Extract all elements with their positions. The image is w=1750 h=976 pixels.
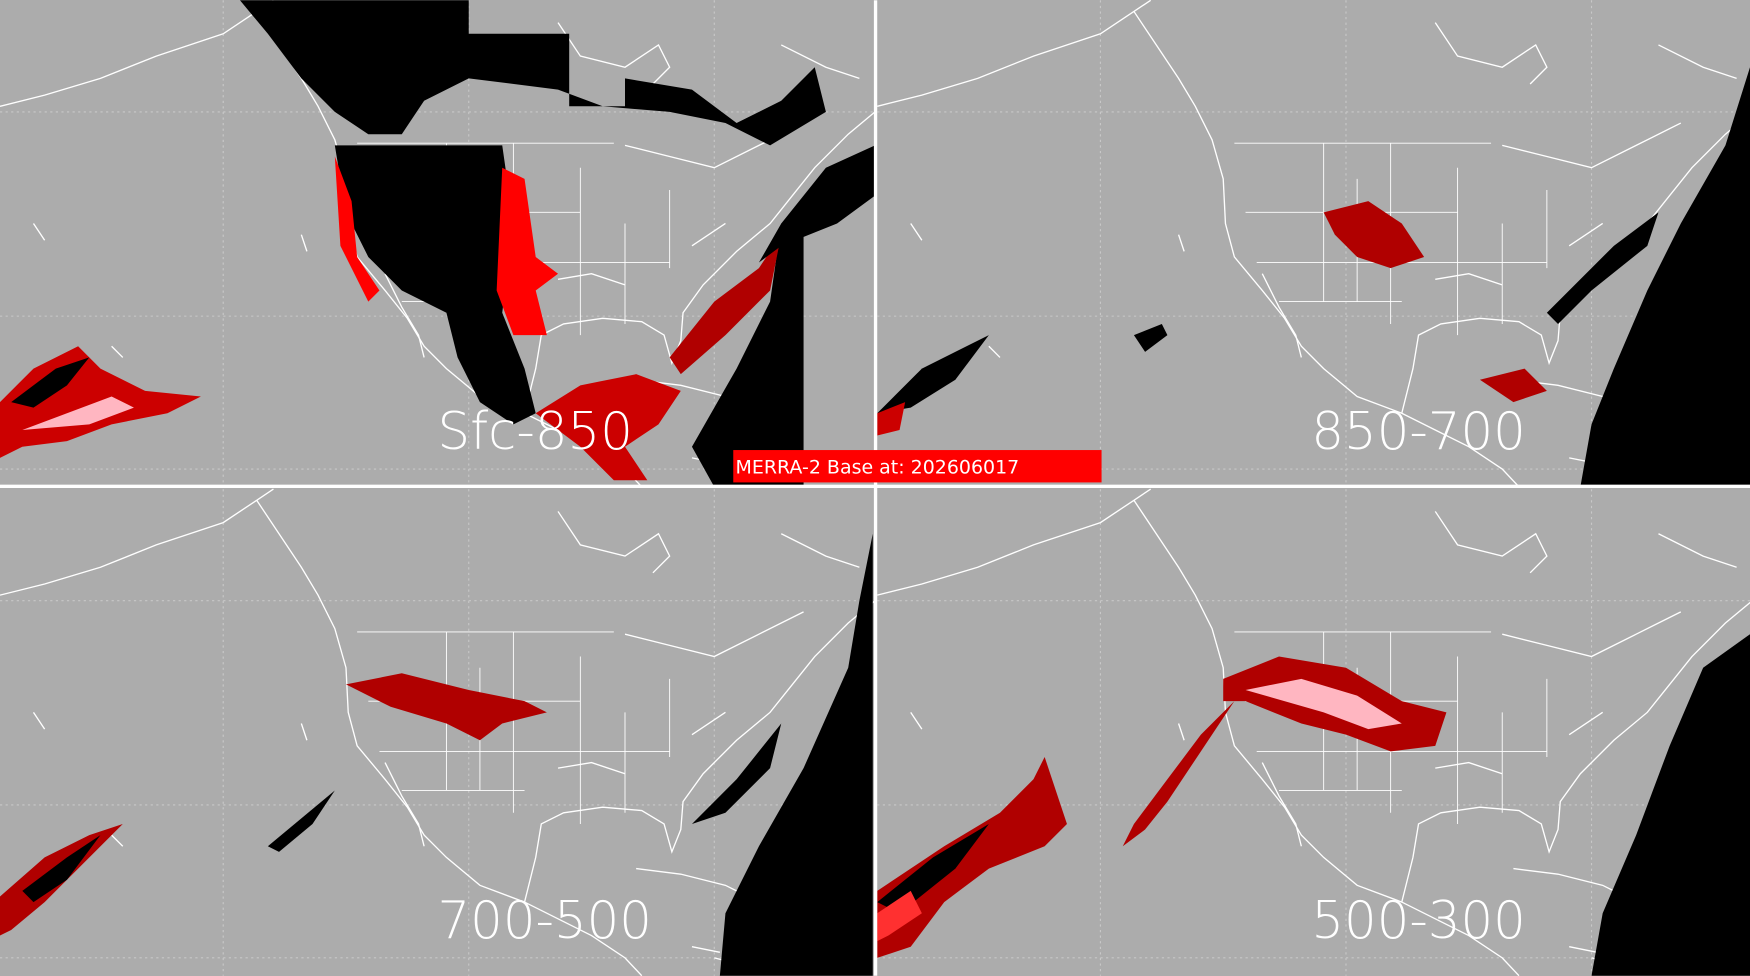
black-region [691, 723, 782, 824]
black-ocean [1591, 634, 1750, 976]
divider [0, 484, 1750, 488]
black-region [1546, 212, 1659, 324]
black-region [239, 0, 826, 146]
panel-label: 850-700 [1311, 402, 1525, 462]
panel-label: 500-300 [1311, 891, 1525, 951]
red-region [669, 234, 782, 375]
pink-region [22, 396, 134, 430]
banner-text: MERRA-2 Base at: 202606017 [735, 456, 1019, 478]
black-region [877, 335, 989, 414]
red-region [334, 156, 380, 302]
panel [0, 488, 876, 976]
black-region [758, 145, 875, 263]
black-region [11, 357, 90, 408]
black-ocean [1580, 67, 1750, 487]
panel [0, 0, 876, 488]
red-region [1479, 368, 1547, 403]
red-region [877, 756, 1067, 958]
red-region [1323, 201, 1425, 269]
red-region [877, 890, 922, 942]
black-region [1133, 323, 1168, 352]
panel-label: Sfc-850 [438, 402, 633, 462]
panel-label: 700-500 [438, 891, 652, 951]
red-region [496, 167, 559, 336]
pink-region [1245, 678, 1402, 730]
black-ocean [719, 533, 873, 976]
banner [733, 450, 1102, 483]
black-ocean [691, 223, 804, 487]
panel [876, 0, 1750, 488]
red-region [877, 402, 906, 436]
black-region [334, 145, 536, 425]
red-region [345, 673, 547, 741]
red-region [535, 374, 681, 481]
black-region [267, 790, 335, 852]
panel [876, 488, 1750, 976]
black-region [22, 835, 101, 903]
black-region [877, 823, 989, 914]
red-region [1122, 701, 1235, 847]
